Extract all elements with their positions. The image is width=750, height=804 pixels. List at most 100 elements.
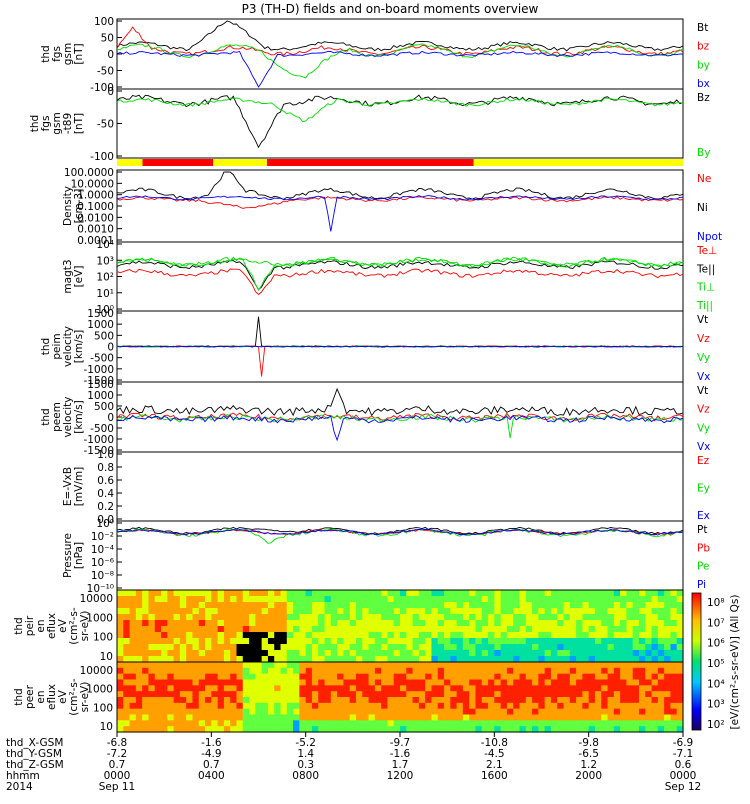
spectrogram-cell — [444, 697, 451, 704]
spectrogram-cell — [198, 614, 206, 621]
spectrogram-cell — [538, 714, 546, 721]
spectrogram-cell — [576, 673, 583, 681]
spectrogram-cell — [236, 702, 244, 710]
spectrogram-cell — [362, 596, 370, 603]
spectrogram-cell — [161, 650, 168, 657]
spectrogram-cell — [437, 685, 445, 692]
spectrogram-cell — [142, 697, 150, 704]
spectrogram-cell — [563, 650, 571, 657]
spectrogram-cell — [387, 620, 395, 627]
spectrogram-cell — [544, 614, 552, 621]
spectrogram-cell — [255, 708, 263, 716]
spectrogram-cell — [129, 697, 137, 704]
spectrogram-cell — [569, 614, 577, 621]
spectrogram-cell — [582, 697, 590, 704]
spectrogram-cell — [569, 662, 577, 669]
spectrogram-cell — [532, 702, 539, 710]
spectrogram-cell — [349, 638, 357, 645]
spectrogram-cell — [343, 673, 351, 681]
spectrogram-cell — [161, 602, 168, 609]
spectrogram-cell — [462, 614, 470, 621]
spectrogram-cell — [500, 702, 508, 710]
spectrogram-cell — [267, 720, 275, 727]
spectrogram-cell — [456, 620, 464, 627]
spectrogram-cell — [588, 708, 596, 716]
spectrogram-cell — [550, 650, 558, 657]
spectrogram-cell — [393, 726, 401, 733]
spectrogram-cell — [242, 720, 250, 727]
spectrogram-cell — [431, 650, 439, 657]
spectrogram-cell — [645, 602, 653, 609]
spectrogram-cell — [117, 608, 124, 615]
spectrogram-cell — [475, 626, 483, 633]
spectrogram-cell — [613, 596, 621, 603]
spectrogram-cell — [670, 590, 678, 597]
y-axis-label: Pressure — [62, 533, 74, 578]
spectrogram-cell — [293, 626, 300, 633]
spectrogram-cell — [400, 620, 407, 627]
spectrogram-cell — [676, 644, 684, 651]
spectrogram-cell — [255, 673, 263, 681]
spectrogram-cell — [576, 702, 583, 710]
series-line-ti — [116, 257, 684, 267]
spectrogram-cell — [450, 602, 458, 609]
spectrogram-cell — [406, 702, 414, 710]
spectrogram-cell — [236, 708, 244, 716]
spectrogram-cell — [657, 614, 665, 621]
spectrogram-cell — [186, 620, 194, 627]
spectrogram-cell — [651, 708, 659, 716]
spectrogram-cell — [299, 708, 307, 716]
spectrogram-cell — [148, 602, 156, 609]
spectrogram-cell — [343, 596, 351, 603]
spectrogram-cell — [129, 632, 137, 639]
spectrogram-cell — [368, 720, 376, 727]
spectrogram-cell — [217, 656, 225, 663]
spectrogram-cell — [186, 679, 194, 686]
spectrogram-cell — [305, 679, 313, 686]
spectrogram-cell — [500, 638, 508, 645]
spectrogram-cell — [381, 726, 389, 733]
spectrogram-cell — [532, 726, 539, 733]
spectrogram-cell — [664, 720, 672, 727]
spectrogram-cell — [431, 691, 439, 698]
spectrogram-cell — [223, 602, 231, 609]
spectrogram-cell — [494, 673, 502, 681]
spectrogram-cell — [462, 691, 470, 698]
spectrogram-cell — [469, 667, 477, 675]
spectrogram-cell — [601, 702, 609, 710]
spectrogram-cell — [355, 662, 363, 669]
y-axis-label: sr-eV) — [79, 682, 91, 713]
spectrogram-cell — [582, 626, 590, 633]
spectrogram-cell — [142, 626, 150, 633]
spectrogram-cell — [481, 644, 489, 651]
spectrogram-cell — [236, 667, 244, 675]
spectrogram-cell — [211, 590, 219, 597]
spectrogram-cell — [173, 614, 181, 621]
spectrogram-cell — [456, 644, 464, 651]
y-axis-label: fgs — [40, 116, 52, 132]
spectrogram-cell — [242, 685, 250, 692]
spectrogram-cell — [349, 608, 357, 615]
spectrogram-cell — [255, 691, 263, 698]
spectrogram-cell — [550, 667, 558, 675]
spectrogram-cell — [444, 596, 451, 603]
spectrogram-cell — [670, 685, 678, 692]
spectrogram-cell — [406, 650, 414, 657]
spectrogram-cell — [324, 602, 332, 609]
spectrogram-cell — [563, 697, 571, 704]
spectrogram-cell — [550, 702, 558, 710]
spectrogram-cell — [381, 691, 389, 698]
spectrogram-cell — [305, 726, 313, 733]
spectrogram-cell — [450, 702, 458, 710]
spectrogram-cell — [355, 644, 363, 651]
spectrogram-cell — [557, 702, 565, 710]
spectrogram-cell — [418, 638, 426, 645]
spectrogram-cell — [538, 667, 546, 675]
spectrogram-cell — [544, 673, 552, 681]
spectrogram-cell — [286, 697, 294, 704]
spectrogram-cell — [538, 644, 546, 651]
spectrogram-cell — [217, 638, 225, 645]
spectrogram-cell — [412, 626, 420, 633]
spectrogram-cell — [519, 638, 527, 645]
spectrogram-cell — [286, 602, 294, 609]
